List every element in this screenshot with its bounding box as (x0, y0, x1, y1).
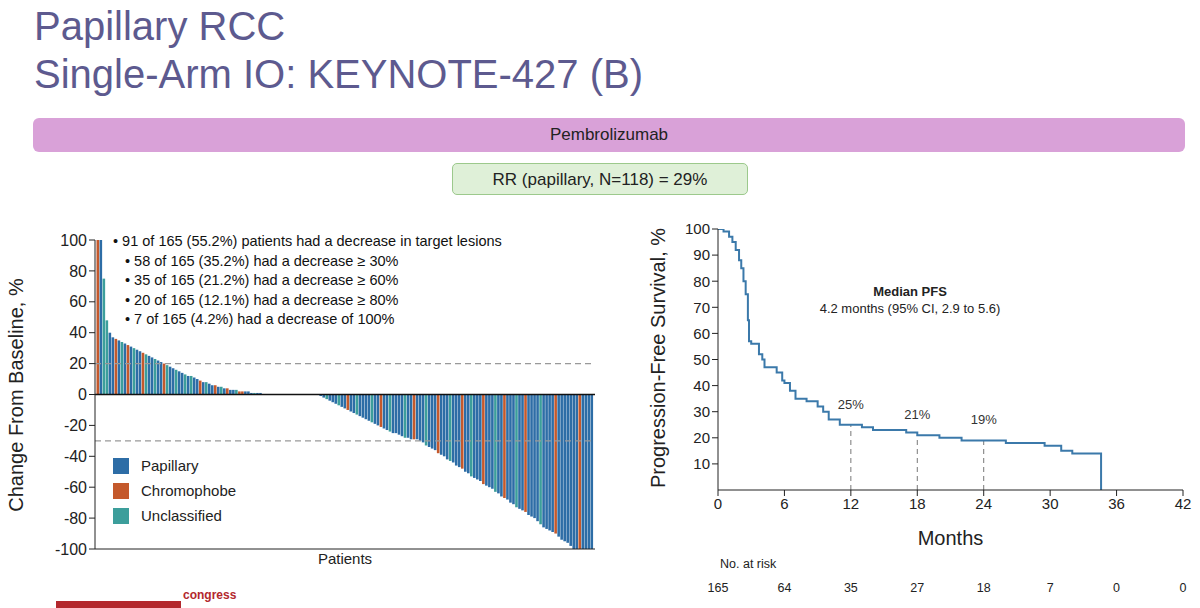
html-text:Change From Baseline, %: Change From Baseline, % (5, 278, 27, 512)
html-text:Patients: Patients (317, 550, 373, 567)
svg-text:100: 100 (60, 232, 87, 249)
svg-text:100: 100 (685, 220, 710, 237)
svg-text:-60: -60 (64, 479, 87, 496)
html-text:0: 0 (1179, 581, 1187, 595)
svg-text:70: 70 (693, 299, 710, 316)
svg-text:60: 60 (69, 293, 87, 310)
svg-text:80: 80 (69, 263, 87, 280)
html-text:congress: congress (183, 588, 237, 602)
svg-text:6: 6 (780, 495, 788, 512)
svg-text:30: 30 (693, 403, 710, 420)
svg-text:18: 18 (909, 495, 926, 512)
svg-text:12: 12 (843, 495, 860, 512)
html-text:• 20 of 165 (12.1%) had a decr: • 20 of 165 (12.1%) had a decrease ≥ 80% (125, 291, 399, 308)
html-text:27: 27 (910, 581, 925, 595)
svg-text:40: 40 (693, 377, 710, 394)
svg-text:-40: -40 (64, 448, 87, 465)
svg-text:0: 0 (78, 386, 87, 403)
svg-text:-20: -20 (64, 417, 87, 434)
svg-text:42: 42 (1175, 495, 1192, 512)
html-text:Median PFS: Median PFS (873, 284, 947, 299)
html-text:7: 7 (1046, 581, 1054, 595)
html-text:64: 64 (777, 581, 792, 595)
svg-text:-100: -100 (55, 541, 87, 558)
svg-text:60: 60 (693, 325, 710, 342)
html-text:0: 0 (1113, 581, 1120, 595)
html-text:Single-Arm IO: KEYNOTE-427 (B): Single-Arm IO: KEYNOTE-427 (B) (34, 52, 643, 96)
html-text:4.2 months (95% CI, 2.9 to 5.6: 4.2 months (95% CI, 2.9 to 5.6) (819, 301, 1001, 316)
svg-text:30: 30 (1042, 495, 1059, 512)
html-text:18: 18 (976, 581, 991, 595)
html-text:Months: Months (917, 527, 984, 549)
svg-text:40: 40 (69, 324, 87, 341)
html-text:Papillary: Papillary (141, 457, 199, 474)
html-text:No. at risk: No. at risk (720, 557, 777, 571)
html-text:RR (papillary, N=118) = 29%: RR (papillary, N=118) = 29% (492, 170, 708, 189)
svg-text:0: 0 (714, 495, 722, 512)
html-text:• 7 of 165 (4.2%) had a decrea: • 7 of 165 (4.2%) had a decrease of 100% (125, 311, 395, 327)
svg-text:21%: 21% (904, 407, 930, 422)
html-text:Progression-Free Survival, %: Progression-Free Survival, % (647, 228, 669, 488)
svg-text:36: 36 (1108, 495, 1125, 512)
svg-text:10: 10 (693, 455, 710, 472)
html-text:165: 165 (707, 581, 729, 595)
svg-text:50: 50 (693, 351, 710, 368)
svg-text:20: 20 (693, 429, 710, 446)
html-text:Unclassified: Unclassified (141, 507, 222, 524)
html-text:35: 35 (843, 581, 858, 595)
html-text:• 91 of 165 (55.2%) patients h: • 91 of 165 (55.2%) patients had a decre… (113, 233, 502, 249)
svg-text:25%: 25% (838, 397, 864, 412)
svg-text:24: 24 (975, 495, 992, 512)
html-text:• 58 of 165 (35.2%) had a decr: • 58 of 165 (35.2%) had a decrease ≥ 30% (125, 252, 399, 269)
html-text:• 35 of 165 (21.2%) had a decr: • 35 of 165 (21.2%) had a decrease ≥ 60% (125, 272, 399, 288)
html-text:Papillary RCC: Papillary RCC (34, 4, 286, 48)
svg-text:80: 80 (693, 273, 710, 290)
svg-text:19%: 19% (971, 412, 997, 427)
svg-text:-80: -80 (64, 510, 87, 527)
svg-text:20: 20 (69, 355, 87, 372)
html-text:Chromophobe: Chromophobe (141, 482, 237, 499)
html-text:Pembrolizumab: Pembrolizumab (549, 125, 668, 144)
svg-text:90: 90 (693, 246, 710, 263)
